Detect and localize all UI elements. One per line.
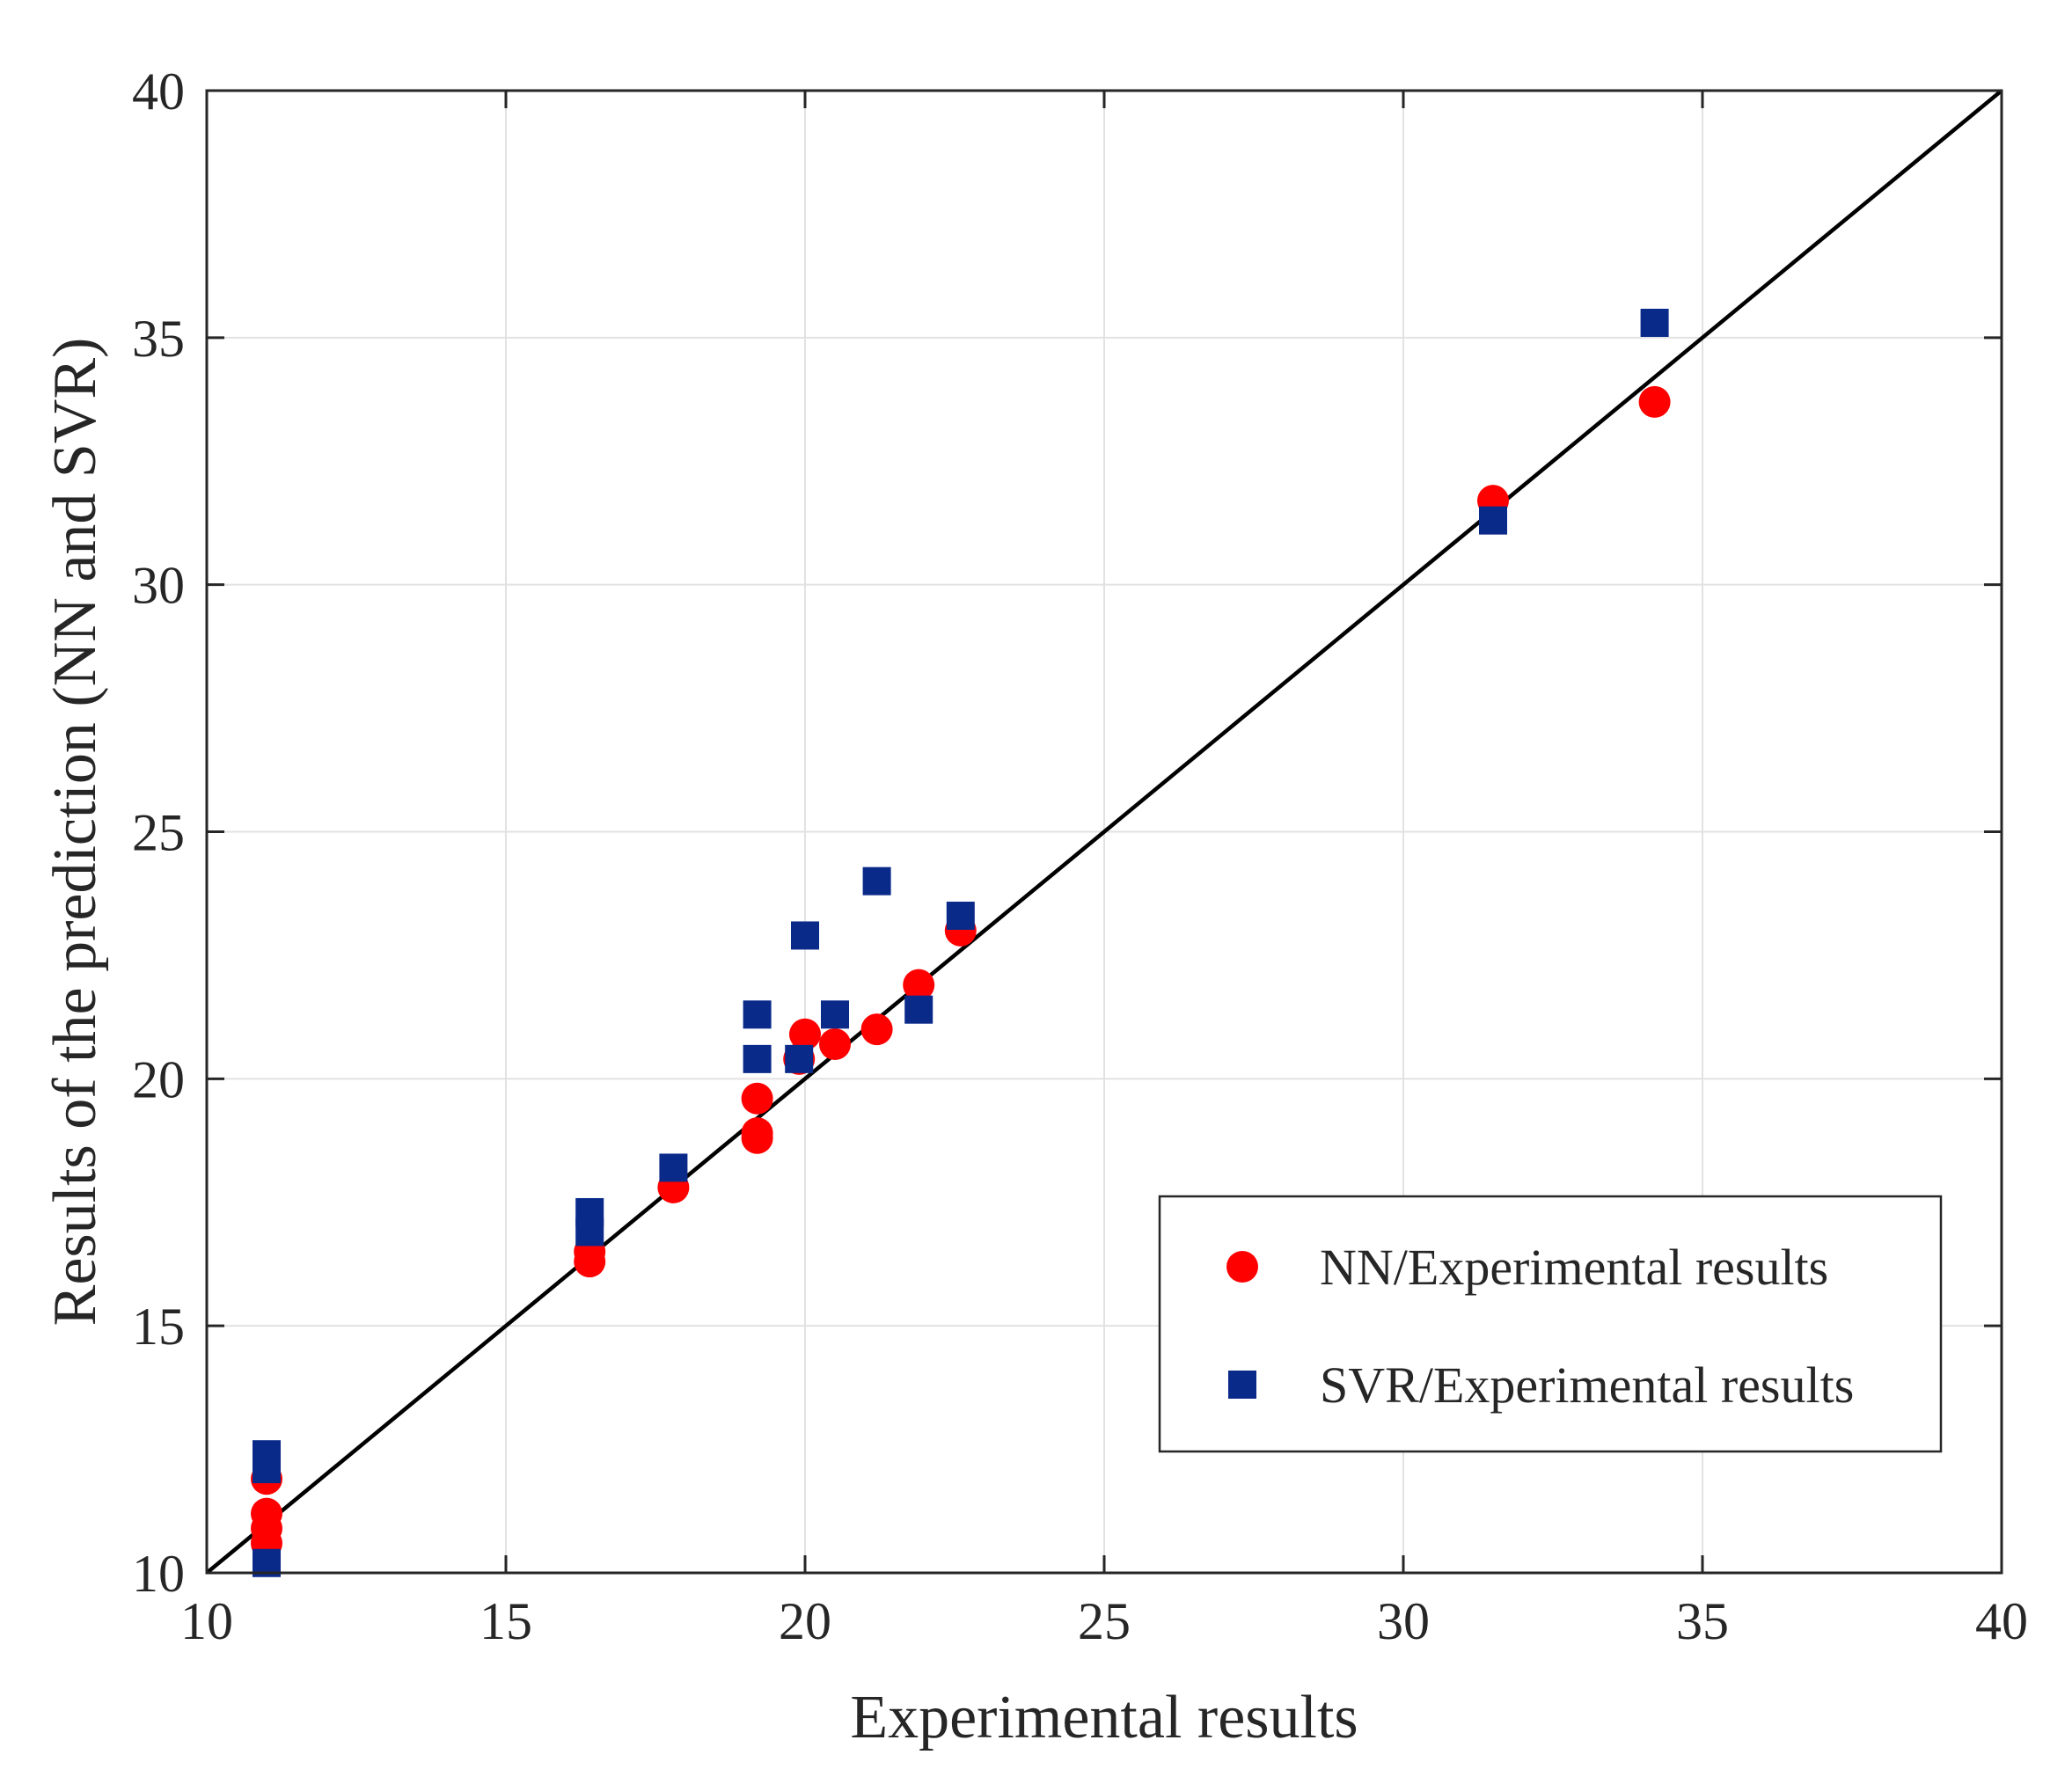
- legend-box: [1158, 1195, 1943, 1453]
- svr-point-11: [862, 866, 891, 896]
- svr-point-13: [946, 901, 975, 930]
- y-tick-label-1: 15: [132, 1298, 185, 1356]
- y-tick-label-3: 25: [132, 804, 185, 862]
- x-tick-label-3: 25: [1078, 1592, 1131, 1650]
- x-tick-label-0: 10: [180, 1592, 233, 1650]
- svr-point-12: [904, 995, 933, 1024]
- reference-line-group: [205, 89, 2003, 1575]
- svr-point-6: [743, 1000, 772, 1029]
- svr-point-8: [785, 1044, 814, 1073]
- nn-point-13: [860, 1013, 893, 1046]
- svr-point-15: [1640, 308, 1669, 337]
- y-tick-label-0: 10: [132, 1545, 185, 1603]
- nn-point-5: [574, 1246, 606, 1278]
- nn-point-14: [903, 969, 935, 1001]
- nn-point-17: [1638, 385, 1671, 418]
- svr-point-4: [575, 1217, 604, 1247]
- x-tick-label-2: 20: [779, 1592, 831, 1650]
- reference-line: [205, 89, 2003, 1575]
- legend: NN/Experimental results SVR/Experimental…: [1158, 1195, 1943, 1453]
- axis-ticks: 10 15 20 25 30 35 40 10 15 20 25 30 35 40: [132, 62, 2028, 1650]
- legend-label-svr: SVR/Experimental results: [1320, 1356, 1854, 1414]
- nn-point-11: [789, 1018, 821, 1050]
- svr-point-5: [659, 1153, 688, 1182]
- legend-marker-nn: [1226, 1251, 1258, 1283]
- svr-point-14: [1479, 506, 1507, 535]
- y-tick-label-2: 20: [132, 1050, 185, 1108]
- y-tick-label-5: 35: [132, 310, 185, 368]
- nn-point-7: [741, 1082, 773, 1115]
- svr-point-10: [821, 1000, 849, 1029]
- x-tick-label-1: 15: [480, 1592, 532, 1650]
- x-tick-label-5: 35: [1676, 1592, 1729, 1650]
- legend-marker-svr: [1228, 1371, 1256, 1399]
- data-points: [251, 308, 1671, 1577]
- y-tick-label-6: 40: [132, 62, 185, 121]
- legend-label-nn: NN/Experimental results: [1320, 1239, 1828, 1296]
- svr-point-9: [791, 921, 819, 950]
- x-tick-label-4: 30: [1377, 1592, 1430, 1650]
- x-axis-title: Experimental results: [850, 1684, 1358, 1751]
- svr-point-7: [743, 1044, 772, 1073]
- y-tick-label-4: 30: [132, 557, 185, 615]
- y-axis-title: Results of the prediction (NN and SVR): [41, 338, 109, 1327]
- x-tick-label-6: 40: [1975, 1592, 2028, 1650]
- svr-point-1: [253, 1455, 281, 1484]
- nn-point-12: [819, 1028, 851, 1061]
- nn-point-9: [741, 1122, 773, 1154]
